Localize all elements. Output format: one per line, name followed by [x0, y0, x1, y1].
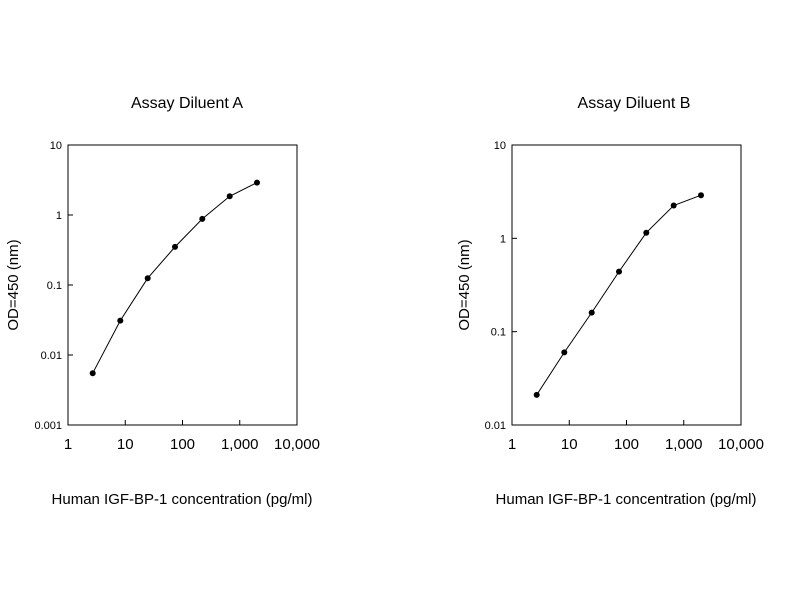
x-tick-label: 10,000	[718, 436, 764, 453]
chart-panel-b: Assay Diluent B OD=450 (nm) Human IGF-BP…	[456, 95, 764, 508]
x-tick-label: 10	[561, 436, 578, 453]
x-axis-label-b: Human IGF-BP-1 concentration (pg/ml)	[496, 491, 757, 508]
series-line	[92, 182, 258, 374]
y-tick-label: 0.1	[47, 280, 62, 292]
y-tick-label: 1	[56, 210, 62, 222]
y-tick-label: 0.1	[491, 327, 506, 339]
plot-frame-a	[67, 144, 298, 426]
x-tick-label: 1	[64, 436, 72, 453]
y-tick-label: 0.01	[41, 350, 62, 362]
y-axis-label-b: OD=450 (nm)	[456, 239, 473, 330]
chart-title-b: Assay Diluent B	[578, 95, 691, 112]
data-point	[172, 243, 178, 250]
data-point	[199, 215, 206, 222]
data-point	[670, 202, 677, 209]
x-tick-label: 100	[170, 436, 195, 453]
y-tick-label: 0.001	[34, 420, 62, 432]
ticks-b: 1 10 100 1,000 10,000 0.01 0.1 1 10	[485, 140, 764, 453]
ticks-a: 1 10 100 1,000 10,000 0.001 0.01 0.1 1 10	[34, 140, 319, 453]
data-point	[588, 309, 595, 316]
data-point	[89, 370, 96, 377]
data-point	[643, 229, 650, 236]
x-tick-label: 10,000	[274, 436, 320, 453]
y-tick-label: 10	[50, 140, 62, 152]
data-point	[226, 193, 233, 200]
x-tick-label: 1	[508, 436, 516, 453]
y-tick-label: 1	[500, 233, 506, 245]
data-point	[561, 349, 568, 356]
data-point	[533, 391, 540, 398]
data-point	[117, 317, 124, 324]
x-axis-label-a: Human IGF-BP-1 concentration (pg/ml)	[52, 491, 313, 508]
data-point	[616, 268, 622, 275]
y-tick-label: 0.01	[485, 420, 506, 432]
x-tick-label: 10	[117, 436, 134, 453]
data-point	[254, 179, 260, 186]
x-tick-label: 1,000	[221, 436, 259, 453]
series-line	[536, 194, 702, 396]
chart-title-a: Assay Diluent A	[131, 95, 243, 112]
data-point	[144, 275, 151, 282]
x-tick-label: 100	[614, 436, 639, 453]
chart-panel-a: Assay Diluent A OD=450 (nm) Human IGF-BP…	[5, 95, 320, 508]
y-tick-label: 10	[494, 140, 506, 152]
plot-frame-b	[511, 144, 742, 426]
y-axis-label-a: OD=450 (nm)	[5, 239, 22, 330]
series-a	[89, 179, 260, 377]
x-tick-label: 1,000	[665, 436, 703, 453]
series-b	[533, 192, 704, 398]
data-point	[698, 192, 704, 199]
